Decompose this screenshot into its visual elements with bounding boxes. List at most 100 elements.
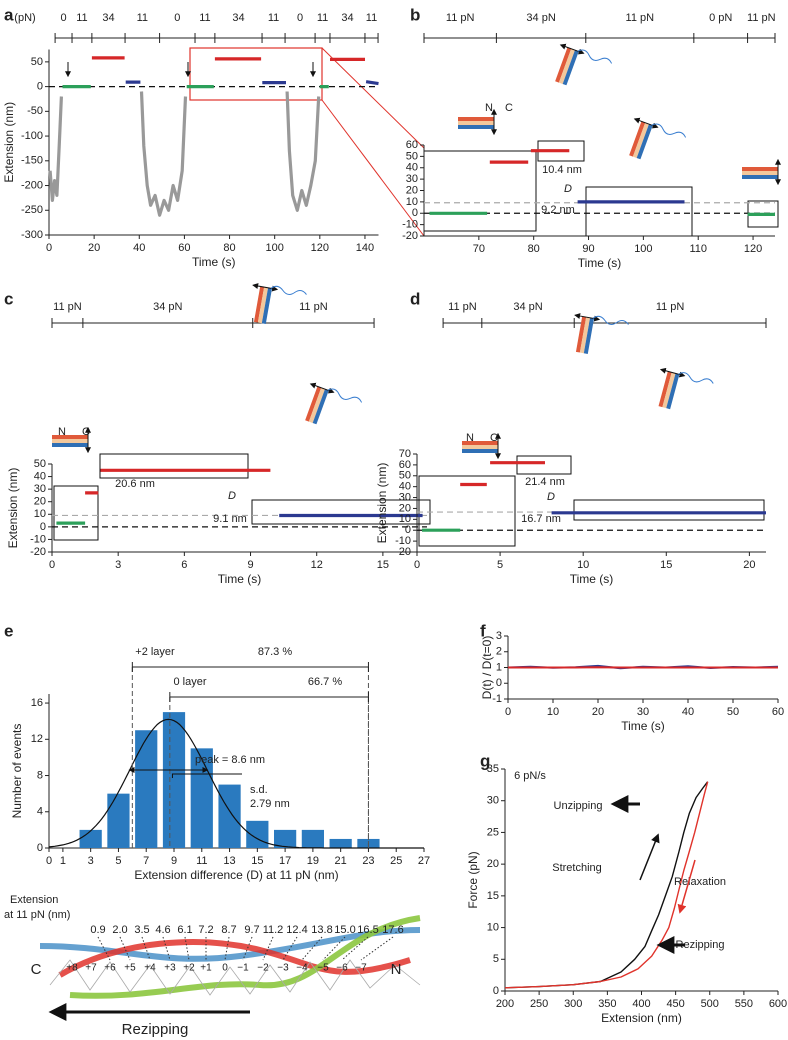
extension-label: 16.5 [357, 924, 378, 936]
molecule-icon [629, 117, 687, 160]
sd-label: s.d. [250, 784, 268, 796]
bar [301, 829, 324, 848]
annotation: N [466, 432, 474, 444]
x-tick-label: 600 [769, 998, 787, 1010]
y-tick-label: 40 [399, 481, 411, 493]
x-tick-label: 5 [497, 559, 503, 571]
layer-label: −1 [237, 963, 249, 974]
bar [274, 829, 297, 848]
pointer [119, 936, 131, 961]
y-axis-title: Extension (nm) [6, 468, 20, 549]
x-tick-label: 60 [772, 706, 784, 718]
force-label: 11 [137, 12, 148, 24]
x-tick-label: 70 [473, 243, 485, 255]
y-tick-label: 10 [399, 513, 411, 525]
force-label: 0 [60, 12, 66, 24]
layer-label: +2 [183, 963, 195, 974]
x-tick-label: 11 [196, 855, 207, 867]
molecule-icon [555, 43, 613, 86]
helix [742, 167, 778, 171]
force-label: 11 pN [299, 301, 328, 313]
helix [636, 124, 653, 160]
trace [429, 211, 775, 216]
pointer [262, 936, 274, 961]
x-tick-label: 500 [701, 998, 719, 1010]
unfolded-chain [678, 372, 714, 384]
helix [257, 287, 269, 324]
molecule-icon [574, 313, 629, 354]
y-tick-label: -10 [402, 219, 418, 231]
layer-label: −5 [317, 963, 329, 974]
x-tick-label: 140 [356, 242, 374, 254]
diagram-label: at 11 pN (nm) [4, 909, 70, 921]
y-tick-label: 35 [487, 763, 499, 775]
force-label: 11 [268, 12, 279, 24]
y-tick-label: -50 [27, 105, 43, 117]
pointer [360, 936, 394, 961]
y-axis-title: Number of events [10, 724, 24, 819]
x-axis-title: Time (s) [621, 719, 665, 733]
x-tick-label: 1 [60, 855, 66, 867]
unfolded-chain [577, 49, 613, 64]
force-label: 34 pN [513, 301, 542, 313]
layer-label: 0 [222, 963, 228, 974]
panel-letter: a [4, 5, 14, 24]
y-tick-label: -20 [395, 546, 411, 558]
panel-letter: f [480, 621, 486, 640]
fit-curve [48, 718, 424, 849]
layer-label: +4 [144, 963, 156, 974]
pointer [162, 936, 171, 961]
pointer [242, 936, 253, 961]
pointer [341, 936, 369, 961]
y-tick-label: 16 [31, 697, 43, 709]
helix [462, 449, 498, 453]
arrow [639, 833, 660, 881]
x-tick-label: 0 [46, 855, 52, 867]
helix [253, 286, 265, 323]
x-tick-label: 3 [115, 559, 121, 571]
unfolded-chain [592, 315, 629, 325]
pull [559, 43, 585, 55]
layer-label: +6 [104, 963, 116, 974]
y-tick-label: 30 [406, 173, 418, 185]
x-tick-label: 100 [266, 242, 284, 254]
molecule-icon [52, 426, 91, 454]
x-tick-label: 25 [390, 855, 402, 867]
y-axis-title: D(t) / D(t=0) [480, 636, 494, 700]
y-axis-title: Extension (nm) [2, 102, 16, 183]
sd-label: 2.79 nm [250, 798, 290, 810]
x-tick-label: 19 [307, 855, 319, 867]
helix [458, 121, 494, 125]
trace [85, 468, 271, 495]
rezip-label: Rezipping [122, 1021, 189, 1038]
force-label: 11 pN [656, 301, 685, 313]
range-percent: 66.7 % [308, 676, 342, 688]
helix [458, 125, 494, 129]
x-tick-label: 20 [743, 559, 755, 571]
x-tick-label: 0 [505, 706, 511, 718]
y-tick-label: -10 [30, 533, 46, 545]
helix [312, 389, 329, 425]
layer-label: −4 [296, 963, 308, 974]
pull [252, 283, 279, 292]
bar [218, 784, 241, 848]
y-tick-label: 30 [34, 483, 46, 495]
y-tick-label: -150 [21, 155, 43, 167]
unfolded-chain [270, 285, 307, 295]
y-tick-label: 20 [34, 496, 46, 508]
layer-label: +1 [200, 963, 212, 974]
x-tick-label: 90 [582, 243, 594, 255]
y-tick-label: -250 [21, 204, 43, 216]
range-label: +2 layer [135, 646, 175, 658]
y-tick-label: 15 [487, 890, 499, 902]
x-tick-label: 550 [735, 998, 753, 1010]
helix [308, 387, 325, 423]
x-tick-label: 120 [744, 243, 762, 255]
x-tick-label: 80 [528, 243, 540, 255]
pull [659, 367, 686, 378]
annotation: C [490, 432, 498, 444]
pointer [184, 936, 190, 961]
y-tick-label: 20 [487, 858, 499, 870]
helix [52, 435, 88, 439]
helix [562, 50, 579, 86]
